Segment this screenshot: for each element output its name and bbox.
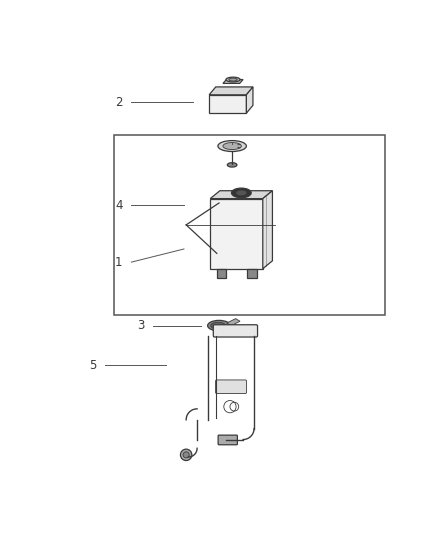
Text: 4: 4 [115,199,123,212]
Polygon shape [227,319,240,326]
Bar [217,269,226,278]
Ellipse shape [227,163,237,167]
FancyBboxPatch shape [218,435,237,445]
Polygon shape [263,191,272,269]
Circle shape [183,452,189,458]
Ellipse shape [232,188,251,198]
Bar [114,135,385,314]
Circle shape [180,449,192,461]
Polygon shape [209,95,246,113]
Polygon shape [210,191,272,199]
Ellipse shape [211,322,226,329]
Text: 1: 1 [115,256,123,269]
Ellipse shape [229,78,237,81]
Ellipse shape [208,320,230,331]
Text: 5: 5 [89,359,96,372]
Text: 3: 3 [137,319,145,332]
Polygon shape [210,199,263,269]
Polygon shape [246,87,253,113]
Ellipse shape [226,77,240,82]
Ellipse shape [218,141,246,151]
FancyBboxPatch shape [213,325,258,337]
Polygon shape [209,87,253,95]
Bar [247,269,257,278]
Polygon shape [223,79,243,84]
Ellipse shape [223,142,241,150]
FancyBboxPatch shape [215,380,247,393]
Ellipse shape [236,190,247,196]
Text: 2: 2 [115,96,123,109]
